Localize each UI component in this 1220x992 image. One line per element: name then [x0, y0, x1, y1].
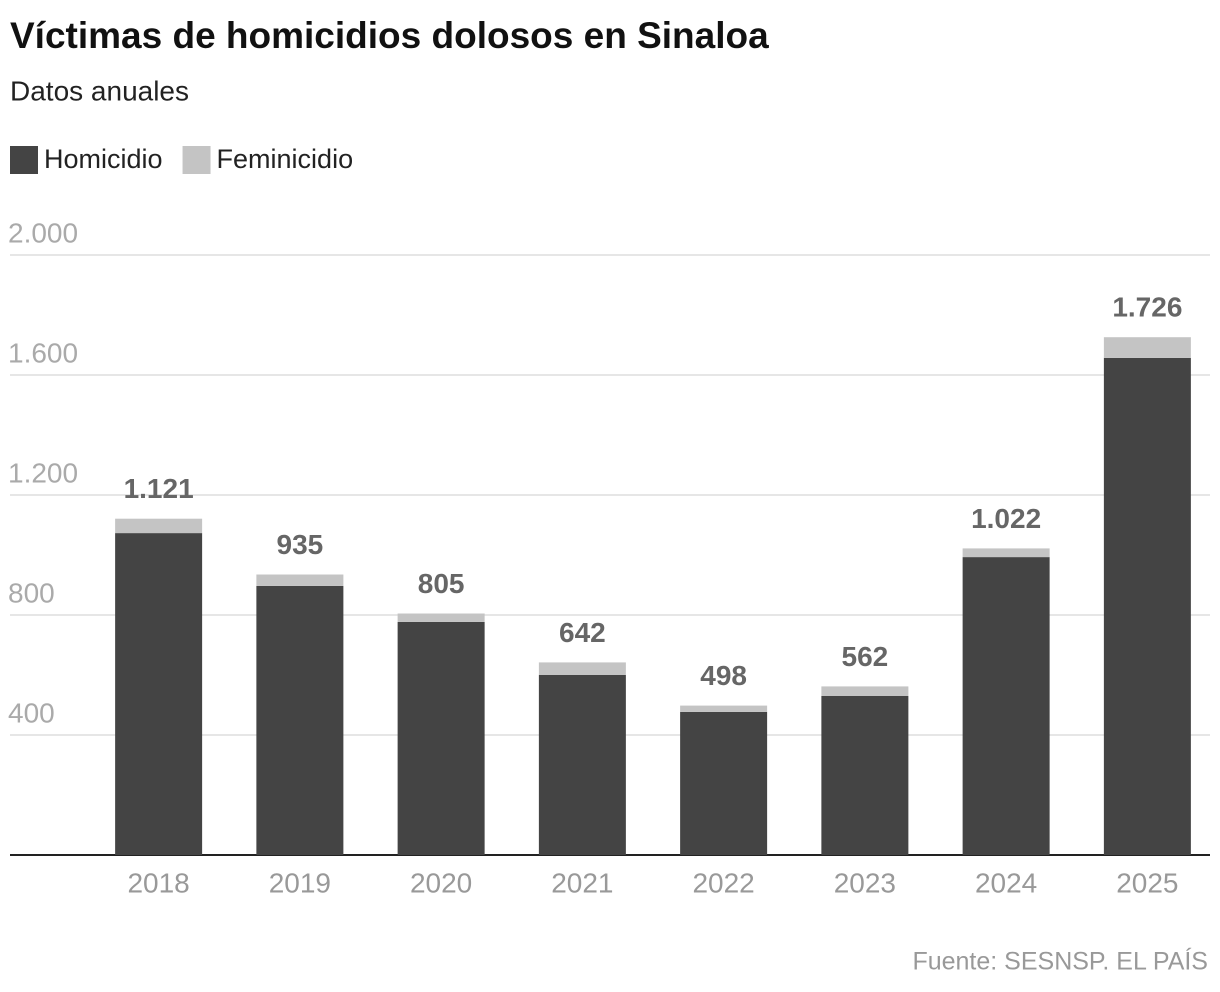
x-tick-label: 2021 [551, 867, 613, 898]
total-label: 1.022 [971, 503, 1041, 534]
bar-segment [115, 518, 203, 534]
bar-segment [680, 705, 768, 712]
chart-subtitle: Datos anuales [10, 75, 189, 106]
total-label: 935 [277, 529, 324, 560]
total-label: 562 [842, 641, 889, 672]
y-tick-label: 1.200 [8, 457, 78, 488]
x-tick-label: 2025 [1116, 867, 1178, 898]
legend-swatch [10, 146, 38, 174]
x-tick-label: 2023 [834, 867, 896, 898]
bar-segment [538, 675, 626, 855]
bar-segment [397, 621, 485, 855]
bar-segment [115, 533, 203, 855]
bar-segment [680, 711, 768, 855]
bar-segment [821, 686, 909, 696]
legend-label: Homicidio [44, 144, 163, 174]
total-label: 1.726 [1112, 292, 1182, 323]
bar-segment [821, 696, 909, 855]
legend-swatch [182, 146, 211, 174]
x-tick-label: 2020 [410, 867, 472, 898]
y-tick-label: 1.600 [8, 337, 78, 368]
bar-segment [962, 557, 1050, 855]
source: Fuente: SESNSP. EL PAÍS [912, 947, 1208, 976]
bar-segment [962, 548, 1050, 558]
x-tick-label: 2022 [692, 867, 754, 898]
y-tick-label: 400 [8, 697, 55, 728]
x-tick-label: 2018 [127, 867, 189, 898]
total-label: 642 [559, 617, 606, 648]
bar-segment [1103, 337, 1191, 358]
total-label: 805 [418, 568, 465, 599]
legend-label: Feminicidio [217, 144, 354, 174]
total-label: 1.121 [124, 473, 194, 504]
x-tick-label: 2024 [975, 867, 1037, 898]
bar-segment [397, 613, 485, 622]
x-tick-label: 2019 [269, 867, 331, 898]
chart-title: Víctimas de homicidios dolosos en Sinalo… [10, 15, 769, 56]
total-label: 498 [700, 660, 747, 691]
y-tick-label: 800 [8, 577, 55, 608]
bar-segment [256, 574, 344, 586]
bar-segment [256, 585, 344, 855]
bar-segment [538, 662, 626, 675]
y-tick-label: 2.000 [8, 217, 78, 248]
bar-segment [1103, 357, 1191, 855]
